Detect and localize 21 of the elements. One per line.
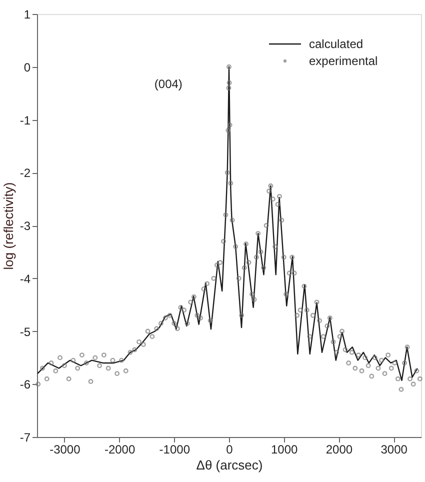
x-axis-title: Δθ (arcsec) xyxy=(196,458,263,472)
y-axis-title: log (reflectivity) xyxy=(0,182,16,270)
y-tick-label: -4 xyxy=(20,272,31,286)
y-tick-label: 0 xyxy=(24,60,31,74)
y-tick-label: -6 xyxy=(20,378,31,392)
x-tick-label: -2000 xyxy=(104,442,136,456)
x-tick-label: 3000 xyxy=(380,442,408,456)
legend-label: experimental xyxy=(309,54,378,68)
y-tick-label: -3 xyxy=(20,219,31,233)
y-tick-label: -7 xyxy=(20,430,31,444)
x-tick-label: 2000 xyxy=(326,442,353,456)
x-tick-label: 0 xyxy=(226,442,234,456)
x-tick-label: -3000 xyxy=(50,442,81,456)
annotation: (004) xyxy=(154,77,182,91)
y-tick-label: 1 xyxy=(24,8,31,22)
x-tick-label: -1000 xyxy=(159,442,190,456)
legend-label: calculated xyxy=(309,37,364,51)
x-tick-label: 1000 xyxy=(271,442,298,456)
y-tick-label: -1 xyxy=(20,113,31,128)
y-tick-label: -2 xyxy=(20,166,31,180)
y-tick-label: -5 xyxy=(20,324,31,339)
